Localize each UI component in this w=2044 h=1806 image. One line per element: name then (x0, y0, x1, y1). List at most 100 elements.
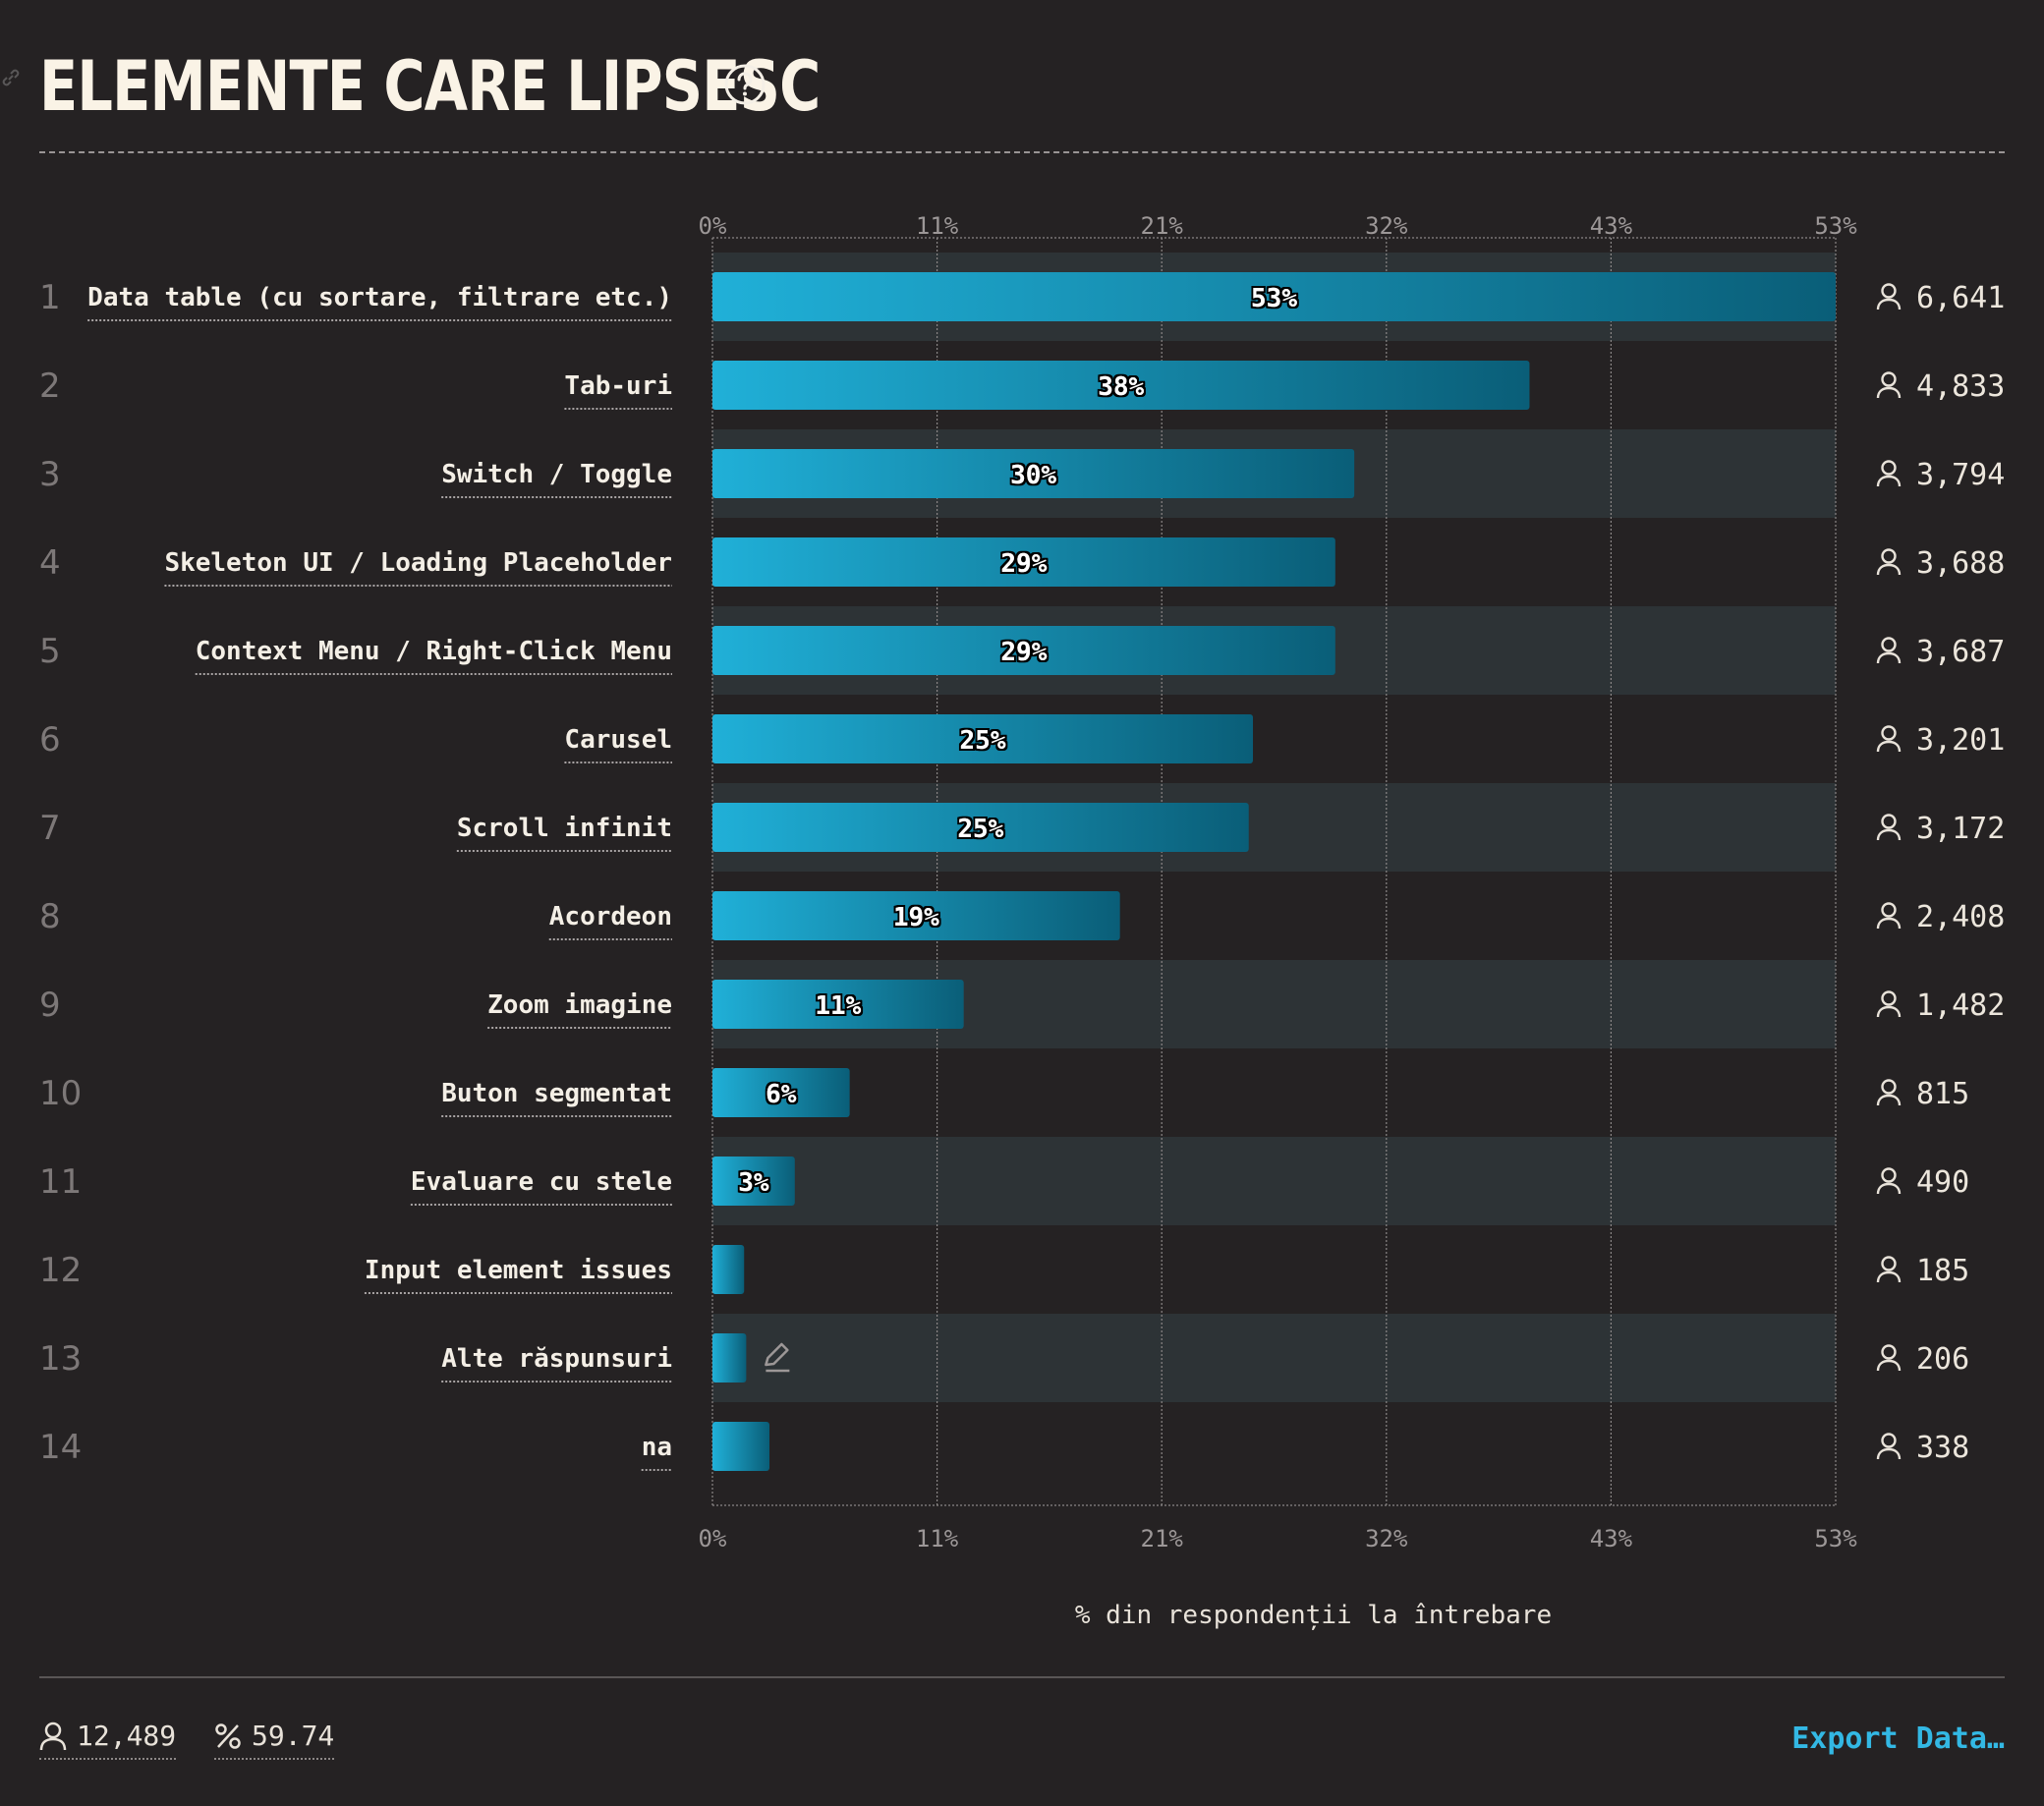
bar[interactable] (712, 1333, 747, 1383)
row-label[interactable]: Buton segmentat (441, 1079, 672, 1108)
row-label[interactable]: Scroll infinit (457, 814, 672, 843)
row-rank: 10 (39, 1074, 82, 1113)
bar[interactable] (712, 980, 964, 1029)
row-count: 185 (1916, 1254, 1969, 1288)
bar[interactable] (712, 1245, 745, 1294)
row-label[interactable]: Skeleton UI / Loading Placeholder (164, 548, 672, 578)
user-icon (1876, 548, 1902, 576)
user-icon (1876, 1079, 1902, 1106)
response-percent-value: 59.74 (252, 1720, 335, 1752)
row-rank: 14 (39, 1428, 82, 1467)
bar-chart: 0%0%11%11%21%21%32%32%43%43%53%53%% din … (39, 212, 2005, 1630)
row-count: 2,408 (1916, 900, 2005, 934)
x-tick-label-bottom: 43% (1590, 1525, 1633, 1552)
bar[interactable] (712, 449, 1355, 498)
user-icon (1876, 902, 1902, 930)
row-label[interactable]: Tab-uri (564, 371, 672, 401)
row-count: 1,482 (1916, 988, 2005, 1023)
row-count: 4,833 (1916, 369, 2005, 404)
footer-divider (39, 1676, 2005, 1678)
export-data-button[interactable]: Export Data… (1791, 1721, 2005, 1756)
bar-value-label: 29% (1000, 638, 1047, 667)
bar-value-label: 3% (738, 1168, 769, 1198)
user-icon (1876, 1433, 1902, 1460)
x-tick-label-top: 0% (699, 212, 727, 240)
x-tick-label-bottom: 0% (699, 1525, 727, 1552)
bar[interactable] (712, 272, 1836, 321)
total-respondents-value: 12,489 (77, 1720, 177, 1752)
bar[interactable] (712, 626, 1335, 675)
row-rank: 2 (39, 367, 61, 406)
row-rank: 1 (39, 278, 61, 317)
bar[interactable] (712, 1157, 795, 1206)
row-label[interactable]: Input element issues (365, 1256, 672, 1285)
x-tick-label-bottom: 11% (916, 1525, 959, 1552)
response-percent[interactable]: 59.74 (214, 1720, 335, 1760)
x-axis-label: % din respondenții la întrebare (1075, 1601, 1552, 1630)
user-icon (39, 1721, 67, 1750)
x-tick-label-top: 21% (1141, 212, 1184, 240)
row-count: 3,688 (1916, 546, 2005, 581)
row-label[interactable]: Carusel (564, 725, 672, 755)
row-band (712, 1137, 1836, 1225)
row-label[interactable]: Context Menu / Right-Click Menu (196, 637, 672, 666)
bar[interactable] (712, 803, 1249, 852)
bar[interactable] (712, 891, 1120, 940)
row-label[interactable]: Data table (cu sortare, filtrare etc.) (87, 283, 672, 312)
user-icon (1876, 725, 1902, 753)
row-rank: 12 (39, 1251, 82, 1290)
title-divider (39, 151, 2005, 153)
link-icon[interactable] (0, 67, 22, 92)
user-icon (1876, 1167, 1902, 1195)
row-count: 3,201 (1916, 723, 2005, 758)
row-count: 815 (1916, 1077, 1969, 1111)
row-count: 206 (1916, 1342, 1969, 1377)
row-label[interactable]: Zoom imagine (487, 990, 672, 1020)
row-rank: 6 (39, 720, 61, 760)
total-respondents[interactable]: 12,489 (39, 1720, 177, 1760)
user-icon (1876, 1344, 1902, 1372)
row-label[interactable]: Evaluare cu stele (411, 1167, 672, 1197)
x-tick-label-bottom: 32% (1365, 1525, 1408, 1552)
row-count: 338 (1916, 1431, 1969, 1465)
bar[interactable] (712, 714, 1254, 763)
bar-value-label: 19% (893, 903, 939, 932)
row-label[interactable]: na (642, 1433, 672, 1462)
row-count: 3,687 (1916, 635, 2005, 669)
row-rank: 7 (39, 809, 61, 848)
chart-header: ELEMENTE CARE LIPSESC (2, 39, 992, 134)
row-label[interactable]: Acordeon (549, 902, 672, 931)
bar[interactable] (712, 537, 1335, 587)
row-rank: 3 (39, 455, 61, 494)
bar-value-label: 53% (1251, 284, 1297, 313)
row-count: 490 (1916, 1165, 1969, 1200)
x-tick-label-top: 53% (1814, 212, 1857, 240)
row-rank: 8 (39, 897, 61, 936)
row-rank: 5 (39, 632, 61, 671)
bar-value-label: 11% (815, 991, 861, 1021)
edit-icon[interactable] (765, 1342, 790, 1373)
x-tick-label-top: 11% (916, 212, 959, 240)
user-icon (1876, 371, 1902, 399)
bar[interactable] (712, 1422, 770, 1471)
row-count: 3,794 (1916, 458, 2005, 492)
bar-value-label: 6% (766, 1080, 797, 1109)
row-rank: 4 (39, 543, 61, 583)
user-icon (1876, 460, 1902, 487)
user-icon (1876, 814, 1902, 841)
row-label[interactable]: Switch / Toggle (441, 460, 672, 489)
x-tick-label-bottom: 53% (1814, 1525, 1857, 1552)
row-rank: 13 (39, 1339, 82, 1379)
bar[interactable] (712, 1068, 850, 1117)
row-rank: 11 (39, 1162, 82, 1202)
row-count: 3,172 (1916, 812, 2005, 846)
row-label[interactable]: Alte răspunsuri (441, 1344, 672, 1374)
user-icon (1876, 990, 1902, 1018)
row-band (712, 1314, 1836, 1402)
user-icon (1876, 1256, 1902, 1283)
bar-value-label: 25% (957, 815, 1003, 844)
help-icon[interactable] (723, 63, 766, 110)
page-title: ELEMENTE CARE LIPSESC (39, 46, 821, 127)
bar[interactable] (712, 361, 1530, 410)
bar-value-label: 29% (1000, 549, 1047, 579)
